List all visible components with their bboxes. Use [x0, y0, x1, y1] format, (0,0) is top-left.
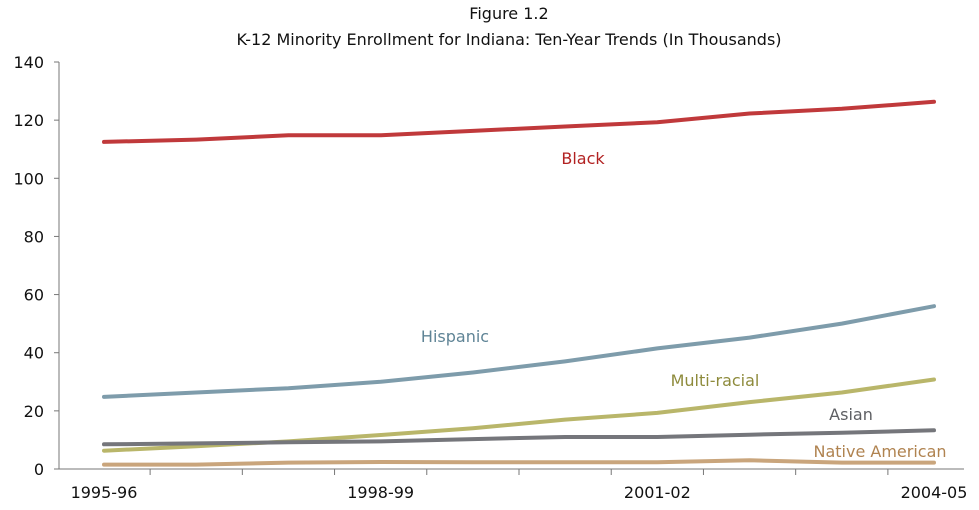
x-tick-label: 1998-99	[347, 483, 414, 502]
series-labels: Black Hispanic Multi-racial Asian Native Ame…	[421, 149, 947, 461]
series-line-native-american	[102, 458, 936, 467]
chart-subtitle: K-12 Minority Enrollment for Indiana: Te…	[236, 30, 781, 49]
x-tick-label: 2001-02	[624, 483, 691, 502]
chart-title: Figure 1.2	[469, 4, 548, 23]
series-line-hispanic	[102, 304, 936, 399]
series-label-black: Black	[561, 149, 605, 168]
y-tick-label: 20	[24, 402, 44, 421]
series-line-asian	[102, 428, 936, 447]
series-label-native-american: Native American	[813, 442, 946, 461]
series-lines	[102, 99, 936, 467]
y-tick-label: 40	[24, 344, 44, 363]
series-label-hispanic: Hispanic	[421, 327, 489, 346]
x-tick-label: 1995-96	[71, 483, 138, 502]
y-tick-label: 0	[34, 460, 44, 479]
series-line-black	[102, 99, 936, 144]
series-label-asian: Asian	[829, 405, 873, 424]
y-tick-label: 140	[13, 53, 44, 72]
y-tick-label: 100	[13, 169, 44, 188]
y-tick-label: 120	[13, 111, 44, 130]
y-tick-label: 60	[24, 286, 44, 305]
x-tick-label: 2004-05	[901, 483, 968, 502]
series-label-multi-racial: Multi-racial	[671, 371, 760, 390]
y-tick-label: 80	[24, 227, 44, 246]
axes: 0 20 40 60 80 100 120 140 1995-96 1998-99 2001-02 2…	[13, 53, 967, 502]
